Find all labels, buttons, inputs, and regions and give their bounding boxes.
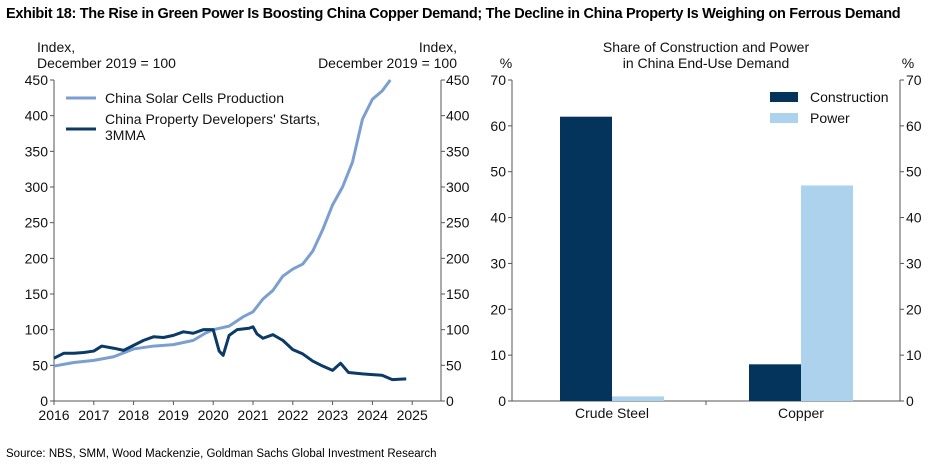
bar-power-copper xyxy=(801,185,853,401)
x-tick-label: 2024 xyxy=(357,407,388,423)
bar-title-line1: Share of Construction and Power xyxy=(603,39,810,55)
legend-label-power: Power xyxy=(810,110,850,126)
right-axis-label-line2: December 2019 = 100 xyxy=(318,55,457,71)
y-tick-label: 300 xyxy=(25,179,49,195)
x-tick-label: 2023 xyxy=(317,407,348,423)
y-tick-label-right: 300 xyxy=(446,179,470,195)
y-tick-label: 0 xyxy=(40,393,48,409)
y-tick-label-right: 450 xyxy=(446,72,470,88)
y-tick-label-right: 400 xyxy=(446,108,470,124)
bar-y-tick-label: 30 xyxy=(490,255,506,271)
y-tick-label: 200 xyxy=(25,250,49,266)
bar-y-tick-label-right: 60 xyxy=(906,118,922,134)
y-tick-label: 250 xyxy=(25,215,49,231)
legend-label-property-2: 3MMA xyxy=(105,127,146,143)
legend-label-construction: Construction xyxy=(810,89,889,105)
legend-label-solar: China Solar Cells Production xyxy=(105,90,284,106)
y-tick-label-right: 0 xyxy=(446,393,454,409)
bar-y-tick-label: 40 xyxy=(490,210,506,226)
y-tick-label: 350 xyxy=(25,143,49,159)
bar-y-tick-label: 50 xyxy=(490,164,506,180)
y-tick-label-right: 150 xyxy=(446,286,470,302)
x-tick-label: 2019 xyxy=(158,407,189,423)
bar-power-crude-steel xyxy=(612,396,664,401)
y-tick-label: 400 xyxy=(25,108,49,124)
bar-y-tick-label: 20 xyxy=(490,301,506,317)
bar-title-line2: in China End-Use Demand xyxy=(623,55,790,71)
y-tick-label: 450 xyxy=(25,72,49,88)
bar-y-tick-label-right: 70 xyxy=(906,72,922,88)
y-tick-label: 150 xyxy=(25,286,49,302)
y-tick-label-right: 200 xyxy=(446,250,470,266)
x-tick-label: 2018 xyxy=(118,407,149,423)
bar-category-label: Copper xyxy=(778,405,824,421)
y-tick-label-right: 350 xyxy=(446,143,470,159)
legend-label-property: China Property Developers' Starts, xyxy=(105,111,320,127)
bar-left-axis-label: % xyxy=(500,55,512,71)
x-tick-label: 2021 xyxy=(237,407,268,423)
bar-right-axis-label: % xyxy=(902,55,914,71)
y-tick-label: 50 xyxy=(32,357,48,373)
bar-category-label: Crude Steel xyxy=(575,405,649,421)
bar-y-tick-label-right: 0 xyxy=(906,393,914,409)
x-tick-label: 2020 xyxy=(198,407,229,423)
x-tick-label: 2017 xyxy=(78,407,109,423)
bar-y-tick-label-right: 30 xyxy=(906,255,922,271)
exhibit-title: Exhibit 18: The Rise in Green Power Is B… xyxy=(6,6,901,22)
series-line-property-starts xyxy=(53,325,407,382)
bar-y-tick-label: 70 xyxy=(490,72,506,88)
right-axis-label-line1: Index, xyxy=(419,39,457,55)
bar-construction-copper xyxy=(749,364,801,401)
y-tick-label-right: 100 xyxy=(446,322,470,338)
source-note: Source: NBS, SMM, Wood Mackenzie, Goldma… xyxy=(6,448,437,460)
series-line-solar xyxy=(53,79,392,368)
left-axis-label-line1: Index, xyxy=(37,39,75,55)
bar-y-tick-label-right: 10 xyxy=(906,347,922,363)
bar-y-tick-label-right: 50 xyxy=(906,164,922,180)
left-axis-label-line2: December 2019 = 100 xyxy=(37,55,176,71)
y-tick-label: 100 xyxy=(25,322,49,338)
legend-swatch-power xyxy=(770,113,798,123)
x-tick-label: 2016 xyxy=(38,407,69,423)
bar-y-tick-label: 10 xyxy=(490,347,506,363)
bar-y-tick-label: 60 xyxy=(490,118,506,134)
x-tick-label: 2025 xyxy=(397,407,428,423)
x-tick-label: 2022 xyxy=(277,407,308,423)
bar-y-tick-label-right: 40 xyxy=(906,210,922,226)
bar-construction-crude-steel xyxy=(560,116,612,401)
y-tick-label-right: 250 xyxy=(446,215,470,231)
legend-swatch-construction xyxy=(770,92,798,102)
bar-y-tick-label: 0 xyxy=(498,393,506,409)
y-tick-label-right: 50 xyxy=(446,357,462,373)
bar-y-tick-label-right: 20 xyxy=(906,301,922,317)
